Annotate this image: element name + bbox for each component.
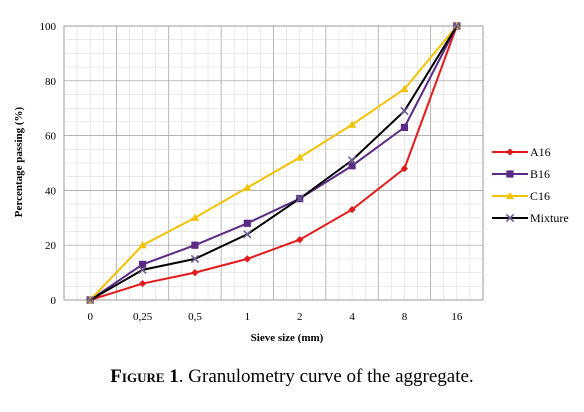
legend-marker-a16 (506, 148, 514, 156)
granulometry-chart: 0 20 40 60 80 100 0 0,25 0,5 1 2 4 8 16 A16 B16 C16 Mixt… (13, 21, 569, 344)
data-point-mixture (347, 156, 357, 165)
marker-stroke (505, 213, 515, 223)
legend-marker-mixture (505, 213, 515, 223)
series-lines (86, 21, 461, 305)
data-point-a16 (348, 205, 356, 214)
marker-stroke (138, 265, 147, 275)
y-axis-title: Percentage passing (%) (13, 106, 25, 217)
y-tick-label: 20 (45, 240, 57, 252)
figure-caption: Figure 1. Granulometry curve of the aggr… (0, 366, 584, 388)
marker-stroke (190, 254, 200, 264)
y-tick-label: 100 (40, 21, 57, 33)
legend-label-b16: B16 (530, 167, 550, 181)
data-point-a16 (138, 279, 147, 288)
legend-label-mixture: Mixture (530, 211, 569, 225)
series-line-c16 (89, 25, 458, 301)
data-point-c16 (138, 241, 147, 249)
data-point-b16 (243, 219, 251, 227)
data-point-mixture (243, 230, 252, 239)
x-tick-label: 16 (451, 311, 463, 323)
data-point-b16 (348, 162, 356, 170)
data-point-mixture (400, 106, 409, 116)
legend-marker-c16 (505, 191, 515, 200)
x-tick-label: 0 (87, 311, 93, 323)
data-point-mixture (86, 295, 95, 305)
data-point-a16 (191, 269, 199, 277)
x-tick-label: 1 (245, 311, 251, 323)
data-point-mixture (295, 194, 304, 203)
data-point-a16 (296, 236, 304, 244)
marker-stroke (400, 106, 409, 116)
marker-stroke (243, 230, 252, 239)
series-line-a16 (89, 25, 458, 301)
data-point-mixture (190, 254, 200, 264)
legend-label-a16: A16 (530, 145, 551, 159)
data-point-c16 (190, 213, 200, 221)
figure-caption-text: . Granulometry curve of the aggregate. (178, 366, 474, 387)
x-axis-title: Sieve size (mm) (251, 332, 324, 344)
legend-label-c16: C16 (530, 189, 550, 203)
data-point-mixture (452, 21, 461, 31)
data-point-mixture (138, 265, 147, 275)
figure-caption-label: Figure 1 (110, 366, 179, 387)
series-line-mixture (89, 25, 458, 301)
y-tick-label: 40 (45, 185, 57, 197)
y-tick-label: 0 (51, 295, 57, 307)
data-point-c16 (347, 120, 357, 128)
legend: A16 B16 C16 Mixture (492, 145, 569, 225)
x-tick-label: 0,25 (133, 311, 153, 323)
marker-stroke (295, 194, 304, 203)
axes: 0 20 40 60 80 100 0 0,25 0,5 1 2 4 8 16 (40, 21, 463, 323)
x-tick-label: 2 (297, 311, 303, 323)
y-tick-label: 80 (45, 76, 57, 88)
x-tick-label: 4 (349, 311, 355, 323)
marker-stroke (452, 21, 461, 31)
data-point-b16 (138, 260, 147, 268)
data-point-a16 (243, 255, 251, 263)
data-point-b16 (400, 123, 409, 131)
data-point-c16 (295, 153, 304, 161)
grid (63, 25, 484, 301)
x-tick-label: 0,5 (188, 311, 202, 323)
data-point-c16 (400, 84, 409, 93)
marker-stroke (347, 156, 357, 165)
marker-stroke (86, 295, 95, 305)
data-point-b16 (191, 241, 199, 249)
series-line-b16 (89, 25, 458, 301)
data-point-a16 (400, 164, 409, 173)
x-tick-label: 8 (402, 311, 408, 323)
data-point-c16 (243, 183, 252, 191)
legend-marker-b16 (506, 170, 514, 178)
y-tick-label: 60 (45, 131, 57, 143)
